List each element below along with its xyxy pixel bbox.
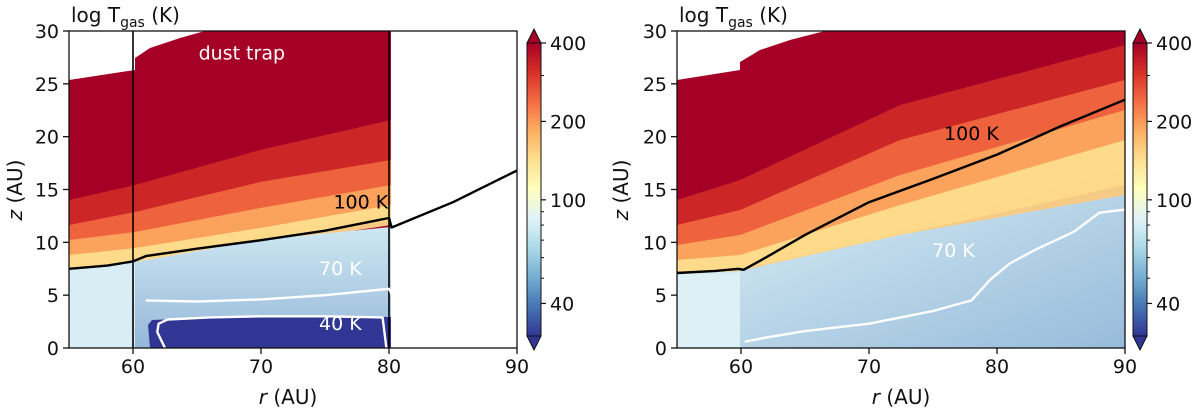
x-tick-label-90: 90 <box>505 356 529 378</box>
colorbar-tick-label-400: 400 <box>1156 33 1192 55</box>
colorbar-tick-label-200: 200 <box>550 111 586 133</box>
warm-right-2 <box>391 150 517 228</box>
x-tick-label-70: 70 <box>249 356 273 378</box>
empty-region-2 <box>740 31 825 62</box>
colorbar-tick-label-40: 40 <box>1156 293 1180 315</box>
inner-cool <box>69 270 135 348</box>
heatmap-area <box>677 31 1125 348</box>
y-tick-label-5: 5 <box>47 285 59 307</box>
x-tick-label-90: 90 <box>1113 356 1137 378</box>
y-tick-label-10: 10 <box>35 232 59 254</box>
contour-100k <box>68 169 518 270</box>
x-tick-label-60: 60 <box>121 356 145 378</box>
y-axis-label: z (AU) <box>3 160 27 222</box>
contours <box>68 169 518 349</box>
annotation-70-k: 70 K <box>932 240 975 262</box>
y-tick-label-0: 0 <box>655 338 667 360</box>
panel-left: dust trap 100 K 70 K 40 K 60 70 80 90 0 5 10 15 20 2… <box>3 3 586 409</box>
annotations: 100 K 70 K <box>932 123 999 262</box>
annotation-100-k: 100 K <box>333 192 388 214</box>
warm-right-1 <box>391 110 517 205</box>
x-tick-label-80: 80 <box>985 356 1009 378</box>
axes: 60 70 80 90 0 5 10 15 20 25 30 <box>35 21 529 378</box>
y-tick-label-15: 15 <box>35 180 59 202</box>
cool-gradient <box>740 195 1125 348</box>
x-axis-label: r (AU) <box>259 385 318 409</box>
empty-region <box>677 31 740 80</box>
heatmap-area <box>69 31 517 348</box>
plot-title: log Tgas (K) <box>679 3 788 31</box>
y-tick-label-30: 30 <box>35 21 59 43</box>
annotation-dust-trap: dust trap <box>199 43 285 65</box>
colorbar-extend-max <box>1132 27 1148 44</box>
y-tick-label-20: 20 <box>35 127 59 149</box>
cold-pocket <box>148 316 391 348</box>
warm-band-3 <box>677 110 1125 275</box>
colorbar: 40 100 200 400 <box>1132 27 1192 352</box>
empty-region <box>69 31 135 80</box>
y-tick-label-25: 25 <box>643 74 667 96</box>
y-axis-label: z (AU) <box>609 160 633 222</box>
colorbar-tick-label-400: 400 <box>550 33 586 55</box>
contours <box>676 98 1126 343</box>
y-tick-label-0: 0 <box>47 338 59 360</box>
colorbar: 40 100 200 400 <box>526 27 586 352</box>
y-tick-label-15: 15 <box>643 180 667 202</box>
annotation-70-k: 70 K <box>319 258 362 280</box>
y-tick-label-10: 10 <box>643 232 667 254</box>
vertical-lines <box>132 31 390 348</box>
contour-70k <box>744 208 1126 343</box>
axes: 60 70 80 90 0 5 10 15 20 25 30 <box>643 21 1137 378</box>
colorbar-tick-label-40: 40 <box>550 293 574 315</box>
colorbar-extend-min <box>1132 335 1148 352</box>
contour-40k <box>156 315 388 349</box>
y-tick-label-30: 30 <box>643 21 667 43</box>
colorbar-tick-label-200: 200 <box>1156 111 1192 133</box>
annotations: dust trap 100 K 70 K 40 K <box>199 43 389 336</box>
x-tick-label-60: 60 <box>729 356 753 378</box>
colorbar-tick-label-100: 100 <box>550 190 586 212</box>
warm-band-4 <box>677 140 1125 276</box>
plot-title: log Tgas (K) <box>71 3 180 31</box>
y-tick-label-20: 20 <box>643 127 667 149</box>
empty-region-2 <box>135 31 205 58</box>
colorbar-gradient <box>1132 42 1148 337</box>
colorbar-extend-min <box>526 335 542 352</box>
colorbar-extend-max <box>526 27 542 44</box>
y-tick-label-25: 25 <box>35 74 59 96</box>
colorbar-gradient <box>526 42 542 337</box>
inner-cool <box>677 274 740 348</box>
contour-100k <box>676 98 1126 275</box>
x-tick-label-80: 80 <box>377 356 401 378</box>
colorbar-tick-label-100: 100 <box>1156 190 1192 212</box>
y-tick-label-5: 5 <box>655 285 667 307</box>
contour-70k <box>145 271 518 303</box>
hot-right <box>391 31 517 165</box>
annotation-40-k: 40 K <box>319 313 362 335</box>
x-axis-label: r (AU) <box>872 385 931 409</box>
annotation-100-k: 100 K <box>944 123 999 145</box>
x-tick-label-70: 70 <box>857 356 881 378</box>
